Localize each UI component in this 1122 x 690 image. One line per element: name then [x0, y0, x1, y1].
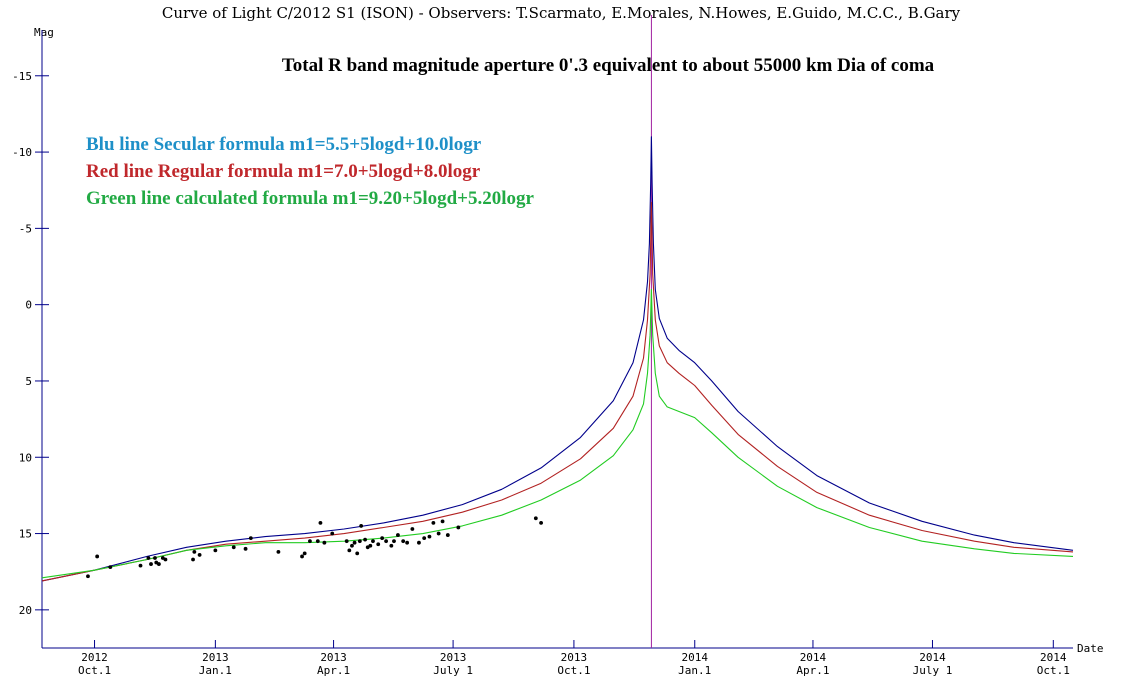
observation-point [318, 520, 323, 525]
observation-point [330, 531, 335, 536]
y-tick-label: 0 [25, 299, 32, 312]
observation-point [149, 562, 153, 566]
y-tick-label: -15 [12, 70, 32, 83]
series-line-2 [41, 201, 1074, 582]
observation-point [401, 539, 406, 544]
observation-point [359, 524, 364, 528]
observation-point [431, 520, 436, 525]
observation-point [539, 520, 543, 525]
series-line-1 [41, 136, 1074, 582]
observation-point [192, 549, 197, 554]
observation-point [197, 553, 202, 557]
observation-point [392, 539, 396, 544]
observation-point [352, 540, 357, 545]
observation-point [456, 525, 461, 530]
y-axis-label: Mag [34, 26, 54, 39]
y-tick-label: -5 [19, 222, 32, 235]
observation-point [156, 562, 161, 566]
x-tick-year: 2014 [681, 651, 708, 664]
observation-point [410, 527, 415, 531]
observation-point [368, 543, 373, 548]
observation-point [445, 533, 450, 537]
observation-point [344, 539, 349, 544]
x-tick-year: 2014 [800, 651, 827, 664]
observation-point [213, 548, 218, 553]
observation-point [363, 537, 367, 542]
observation-point [243, 546, 248, 551]
observation-point [417, 540, 421, 545]
observation-point [357, 539, 362, 544]
axes: -15-10-5051015202012Oct.12013Jan.12013Ap… [12, 15, 1073, 677]
y-tick-label: 15 [19, 528, 32, 541]
x-tick-year: 2013 [320, 651, 347, 664]
observation-point [427, 534, 432, 539]
observation-point [108, 565, 113, 570]
observation-point [308, 539, 312, 544]
legend-entry-3: Green line calculated formula m1=9.20+5l… [86, 188, 535, 209]
chart-title: Curve of Light C/2012 S1 (ISON) - Observ… [162, 4, 961, 22]
observation-point [405, 540, 410, 545]
x-tick-year: 2014 [919, 651, 946, 664]
legend: Blu line Secular formula m1=5.5+5logd+10… [86, 134, 535, 209]
observation-point [384, 539, 389, 544]
observation-point [138, 563, 143, 568]
series-line-3 [41, 288, 1074, 579]
observation-point [533, 516, 538, 521]
observation-point [191, 557, 195, 562]
x-tick-month: Jan.1 [678, 664, 711, 677]
observation-point [276, 549, 281, 554]
observation-point [422, 536, 427, 541]
y-tick-label: -10 [12, 146, 32, 159]
observation-point [436, 531, 441, 536]
observation-point [322, 540, 327, 545]
x-tick-month: Oct.1 [1037, 664, 1070, 677]
y-tick-label: 10 [19, 451, 32, 464]
observation-point [347, 548, 352, 553]
x-tick-month: Oct.1 [557, 664, 590, 677]
x-tick-month: July 1 [433, 664, 473, 677]
x-tick-month: Apr.1 [317, 664, 350, 677]
x-tick-year: 2012 [81, 651, 108, 664]
x-tick-year: 2014 [1040, 651, 1067, 664]
observation-point [86, 574, 90, 579]
x-tick-year: 2013 [202, 651, 229, 664]
observation-point [146, 556, 151, 560]
observation-point [163, 557, 168, 562]
observation-point [248, 536, 253, 541]
x-axis-label: Date [1077, 642, 1104, 655]
x-tick-month: Apr.1 [796, 664, 829, 677]
observation-point [380, 536, 385, 541]
x-tick-month: Jan.1 [199, 664, 232, 677]
observation-point [300, 554, 304, 559]
legend-entry-1: Blu line Secular formula m1=5.5+5logd+10… [86, 134, 482, 155]
observation-point [355, 551, 360, 556]
observation-point [376, 542, 381, 547]
x-tick-year: 2013 [561, 651, 588, 664]
observation-point [350, 543, 354, 548]
x-tick-month: Oct.1 [78, 664, 111, 677]
x-tick-month: July 1 [913, 664, 953, 677]
observation-point [95, 554, 100, 559]
legend-entry-2: Red line Regular formula m1=7.0+5logd+8.… [86, 161, 481, 182]
observation-point [371, 539, 375, 544]
x-tick-year: 2013 [440, 651, 467, 664]
observation-point [231, 545, 236, 550]
observation-points [86, 516, 543, 579]
y-tick-label: 20 [19, 604, 32, 617]
observation-point [315, 539, 320, 544]
chart-subtitle: Total R band magnitude aperture 0'.3 equ… [282, 55, 935, 76]
observation-point [153, 556, 157, 560]
observation-point [396, 533, 400, 537]
observation-point [302, 551, 307, 556]
observation-point [440, 519, 445, 524]
observation-point [389, 543, 394, 548]
y-tick-label: 5 [25, 375, 32, 388]
curves [41, 136, 1074, 582]
